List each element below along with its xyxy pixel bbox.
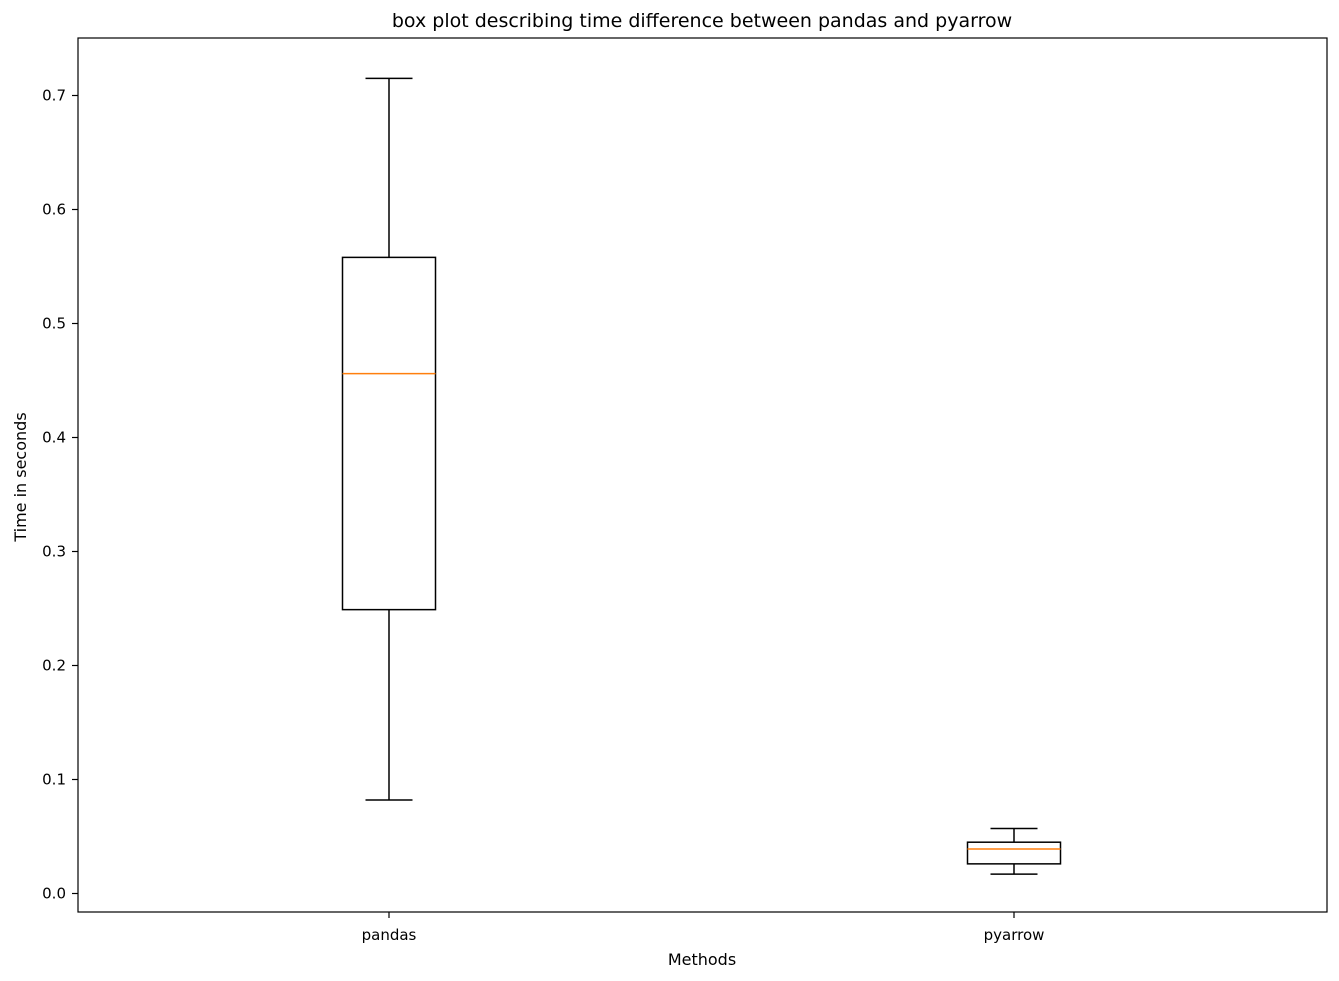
axes-frame: [77, 37, 1328, 913]
y-axis-label: Time in seconds: [11, 412, 30, 542]
plot-area: 0.0 0.1 0.2 0.3 0.4 0.5 0.6 0.7 pandas pyarrow: [42, 37, 1328, 944]
box-iqr: [341, 256, 437, 611]
y-tick-label: 0.0: [42, 885, 66, 903]
chart-title: box plot describing time difference betw…: [392, 10, 1012, 32]
y-tick-label: 0.5: [42, 315, 66, 333]
y-tick-label: 0.7: [42, 87, 66, 105]
y-tick-label: 0.6: [42, 201, 66, 219]
x-tick-label: pyarrow: [984, 926, 1045, 944]
x-tick-label: pandas: [362, 926, 417, 944]
box-iqr: [966, 841, 1062, 865]
y-tick-label: 0.4: [42, 429, 66, 447]
x-axis-label: Methods: [668, 950, 736, 969]
y-tick-label: 0.1: [42, 771, 66, 789]
y-tick-label: 0.3: [42, 543, 66, 561]
y-tick-label: 0.2: [42, 657, 66, 675]
